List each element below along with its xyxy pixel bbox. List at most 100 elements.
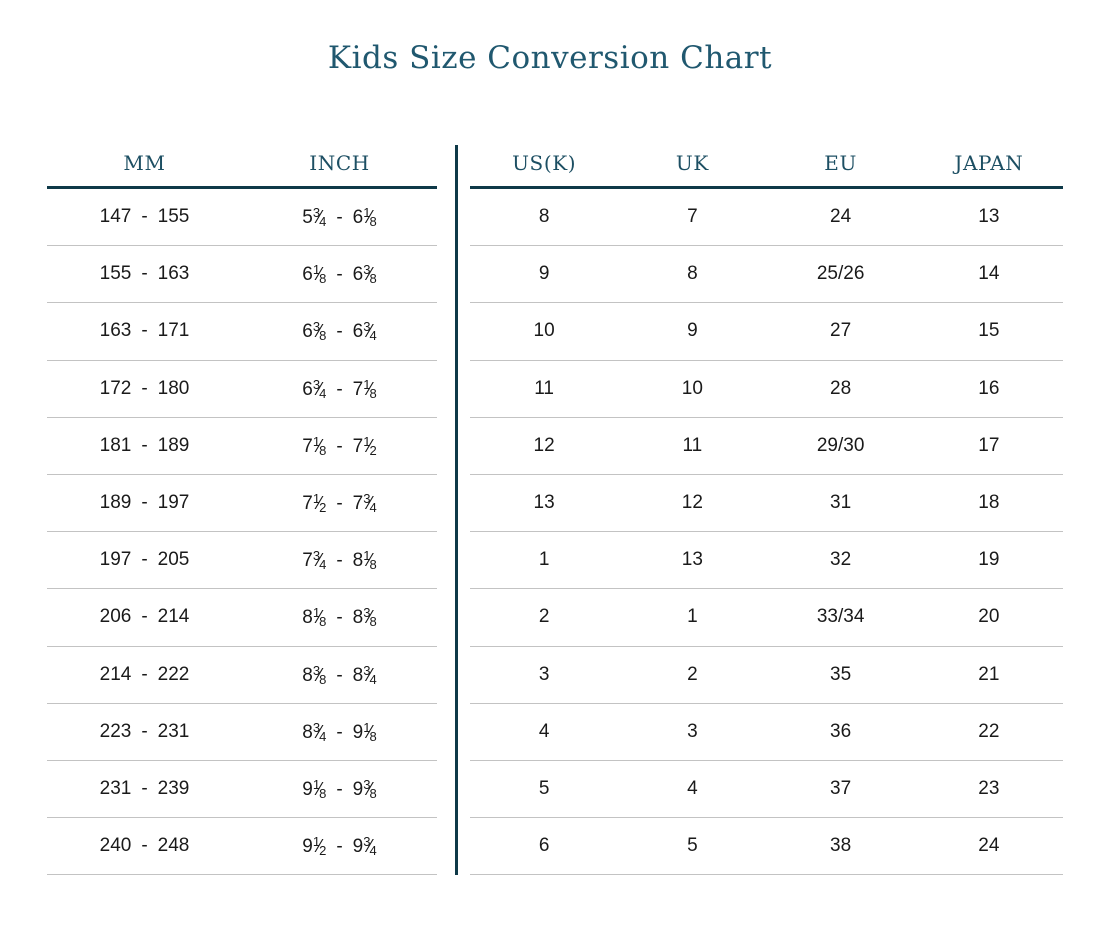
cell-uk: 11 <box>682 434 703 456</box>
cell-us-k: 13 <box>533 492 555 514</box>
table-row: 147-155 53⁄4-61⁄8 <box>47 189 437 247</box>
cell-inch: 83⁄8-83⁄4 <box>302 662 377 687</box>
cell-eu: 28 <box>830 377 852 399</box>
table-row: 206-214 81⁄8-83⁄8 <box>47 589 437 647</box>
table-row: 163-171 63⁄8-63⁄4 <box>47 303 437 361</box>
international-sizes-table: US(K) UK EU JAPAN 8 7 24 13 9 8 25/26 14 10 9 27 15 11 1… <box>470 140 1063 876</box>
cell-mm: 163-171 <box>99 320 190 342</box>
cell-japan: 20 <box>978 606 1000 628</box>
column-header-mm: MM <box>123 151 166 175</box>
table-row: 3 2 35 21 <box>470 647 1063 704</box>
table-row: 231-239 91⁄8-93⁄8 <box>47 761 437 819</box>
cell-japan: 15 <box>978 320 1000 342</box>
table-row: 172-180 63⁄4-71⁄8 <box>47 361 437 418</box>
mm-inch-table: MM INCH 147-155 53⁄4-61⁄8 155-163 61⁄8-63⁄8 1… <box>47 140 437 876</box>
cell-eu: 24 <box>830 206 852 228</box>
cell-inch: 71⁄2-73⁄4 <box>302 491 377 516</box>
cell-japan: 13 <box>978 206 1000 228</box>
cell-eu: 33/34 <box>816 606 865 628</box>
cell-eu: 37 <box>830 777 852 799</box>
column-header-eu: EU <box>824 151 857 175</box>
cell-inch: 63⁄4-71⁄8 <box>302 376 377 401</box>
cell-japan: 19 <box>978 549 1000 571</box>
table-row: 13 12 31 18 <box>470 475 1063 533</box>
cell-inch: 63⁄8-63⁄4 <box>302 319 377 344</box>
cell-eu: 32 <box>830 549 852 571</box>
cell-us-k: 11 <box>534 377 554 399</box>
cell-uk: 12 <box>681 492 703 514</box>
table-row: 4 3 36 22 <box>470 704 1063 761</box>
cell-inch: 91⁄8-93⁄8 <box>302 776 377 801</box>
cell-uk: 1 <box>687 606 698 628</box>
cell-inch: 81⁄8-83⁄8 <box>302 605 377 630</box>
table-row: 6 5 38 24 <box>470 818 1063 876</box>
cell-japan: 18 <box>978 492 1000 514</box>
cell-japan: 16 <box>978 377 1000 399</box>
cell-uk: 9 <box>687 320 698 342</box>
cell-uk: 5 <box>687 835 698 857</box>
table-row: 12 11 29/30 17 <box>470 418 1063 475</box>
cell-us-k: 9 <box>538 263 550 285</box>
cell-uk: 8 <box>687 263 698 285</box>
page-title: Kids Size Conversion Chart <box>327 40 773 76</box>
cell-eu: 31 <box>830 492 852 514</box>
cell-eu: 25/26 <box>816 263 865 285</box>
cell-us-k: 6 <box>538 835 550 857</box>
cell-uk: 7 <box>687 206 698 228</box>
cell-mm: 147-155 <box>99 206 190 228</box>
table-row: 2 1 33/34 20 <box>470 589 1063 647</box>
cell-mm: 214-222 <box>99 663 190 685</box>
cell-inch: 83⁄4-91⁄8 <box>302 719 377 744</box>
cell-mm: 240-248 <box>99 835 190 857</box>
table-row: 181-189 71⁄8-71⁄2 <box>47 418 437 475</box>
cell-mm: 181-189 <box>99 434 190 456</box>
table-row: 155-163 61⁄8-63⁄8 <box>47 246 437 304</box>
cell-inch: 91⁄2-93⁄4 <box>302 834 377 859</box>
cell-japan: 23 <box>978 777 1000 799</box>
table-row: 197-205 73⁄4-81⁄8 <box>47 532 437 590</box>
cell-uk: 4 <box>687 777 698 799</box>
vertical-divider <box>455 145 458 875</box>
cell-japan: 22 <box>978 720 1000 742</box>
cell-uk: 13 <box>681 549 703 571</box>
cell-us-k: 5 <box>538 777 550 799</box>
mm-inch-table-header-row: MM INCH <box>47 140 437 189</box>
table-row: 189-197 71⁄2-73⁄4 <box>47 475 437 533</box>
international-sizes-table-body: 8 7 24 13 9 8 25/26 14 10 9 27 15 11 10 28 16 12 11 29/30 1… <box>470 189 1063 876</box>
cell-uk: 10 <box>681 377 703 399</box>
cell-japan: 14 <box>978 263 1000 285</box>
cell-eu: 29/30 <box>816 434 865 456</box>
table-row: 1 13 32 19 <box>470 532 1063 590</box>
cell-inch: 71⁄8-71⁄2 <box>302 433 377 458</box>
column-header-japan: JAPAN <box>954 151 1024 175</box>
table-row: 10 9 27 15 <box>470 303 1063 361</box>
cell-mm: 231-239 <box>99 777 190 799</box>
cell-us-k: 1 <box>538 549 550 571</box>
cell-japan: 17 <box>978 434 1000 456</box>
cell-japan: 21 <box>978 663 1000 685</box>
cell-us-k: 3 <box>538 663 550 685</box>
cell-uk: 2 <box>687 663 698 685</box>
cell-us-k: 12 <box>533 434 555 456</box>
cell-uk: 3 <box>687 720 698 742</box>
table-row: 11 10 28 16 <box>470 361 1063 418</box>
cell-mm: 189-197 <box>99 492 190 514</box>
cell-us-k: 10 <box>533 320 555 342</box>
cell-eu: 35 <box>830 663 852 685</box>
cell-mm: 197-205 <box>99 549 190 571</box>
cell-mm: 206-214 <box>99 606 190 628</box>
cell-inch: 61⁄8-63⁄8 <box>302 262 377 287</box>
table-row: 214-222 83⁄8-83⁄4 <box>47 647 437 704</box>
table-row: 8 7 24 13 <box>470 189 1063 247</box>
cell-us-k: 2 <box>538 606 550 628</box>
cell-mm: 223-231 <box>99 720 190 742</box>
cell-inch: 53⁄4-61⁄8 <box>302 205 377 230</box>
cell-eu: 27 <box>830 320 852 342</box>
cell-mm: 172-180 <box>99 377 190 399</box>
table-row: 223-231 83⁄4-91⁄8 <box>47 704 437 761</box>
cell-mm: 155-163 <box>99 263 190 285</box>
table-row: 9 8 25/26 14 <box>470 246 1063 304</box>
cell-eu: 36 <box>830 720 852 742</box>
cell-japan: 24 <box>978 835 1000 857</box>
